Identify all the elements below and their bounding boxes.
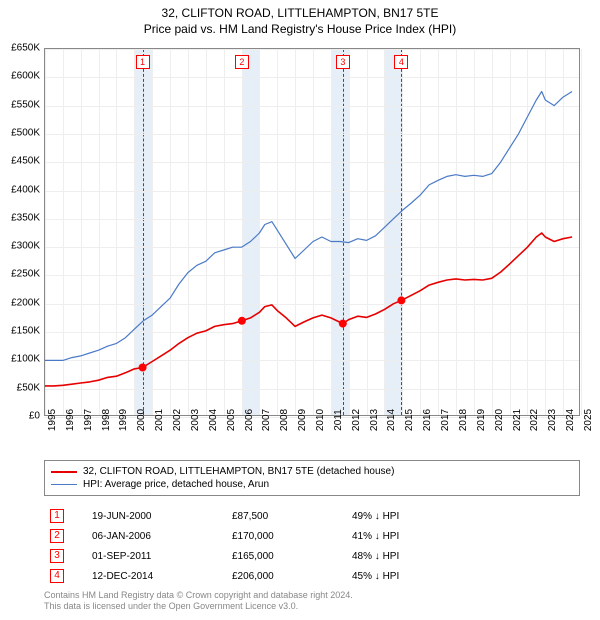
y-tick-label: £200K (11, 297, 40, 308)
title-address: 32, CLIFTON ROAD, LITTLEHAMPTON, BN17 5T… (0, 6, 600, 22)
x-tick-label: 1996 (65, 409, 76, 431)
x-tick-label: 2021 (512, 409, 523, 431)
x-tick-label: 2000 (136, 409, 147, 431)
sales-row-idx: 4 (50, 569, 64, 583)
y-tick-label: £600K (11, 71, 40, 82)
legend-label-property: 32, CLIFTON ROAD, LITTLEHAMPTON, BN17 5T… (83, 466, 394, 477)
sales-row-price: £165,000 (232, 551, 352, 562)
sales-row: 3 01-SEP-2011£165,00048% ↓ HPI (44, 546, 580, 566)
x-tick-label: 2014 (386, 409, 397, 431)
sales-row: 4 12-DEC-2014£206,00045% ↓ HPI (44, 566, 580, 586)
x-tick-label: 2013 (369, 409, 380, 431)
y-tick-label: £50K (17, 382, 40, 393)
y-tick-label: £400K (11, 184, 40, 195)
y-tick-label: £650K (11, 43, 40, 54)
y-tick-label: £250K (11, 269, 40, 280)
legend-item-property: 32, CLIFTON ROAD, LITTLEHAMPTON, BN17 5T… (51, 465, 573, 478)
sales-row-diff: 49% ↓ HPI (352, 511, 452, 522)
footer-line1: Contains HM Land Registry data © Crown c… (44, 590, 580, 601)
plot-area: 1 2 3 4 (44, 48, 580, 416)
x-tick-label: 2017 (440, 409, 451, 431)
x-tick-label: 2015 (404, 409, 415, 431)
sale-point-4 (397, 296, 405, 304)
x-tick-label: 1997 (83, 409, 94, 431)
sales-row-price: £170,000 (232, 531, 352, 542)
x-tick-label: 2010 (315, 409, 326, 431)
x-tick-label: 2020 (494, 409, 505, 431)
y-tick-label: £450K (11, 156, 40, 167)
x-tick-label: 2009 (297, 409, 308, 431)
x-tick-label: 1999 (118, 409, 129, 431)
x-tick-label: 2023 (547, 409, 558, 431)
sales-row: 2 06-JAN-2006£170,00041% ↓ HPI (44, 526, 580, 546)
sales-row-date: 01-SEP-2011 (92, 551, 232, 562)
sales-row-idx: 1 (50, 509, 64, 523)
sale-point-1 (139, 364, 147, 372)
y-tick-label: £500K (11, 127, 40, 138)
sales-row-date: 19-JUN-2000 (92, 511, 232, 522)
sales-row-diff: 41% ↓ HPI (352, 531, 452, 542)
sales-row-price: £87,500 (232, 511, 352, 522)
sales-row-price: £206,000 (232, 571, 352, 582)
y-tick-label: £550K (11, 99, 40, 110)
x-tick-label: 2007 (261, 409, 272, 431)
chart-title: 32, CLIFTON ROAD, LITTLEHAMPTON, BN17 5T… (0, 0, 600, 37)
sales-row-date: 06-JAN-2006 (92, 531, 232, 542)
x-tick-label: 2018 (458, 409, 469, 431)
sale-point-3 (339, 320, 347, 328)
y-tick-label: £100K (11, 354, 40, 365)
x-tick-label: 2003 (190, 409, 201, 431)
x-tick-label: 2016 (422, 409, 433, 431)
x-tick-label: 2002 (172, 409, 183, 431)
y-tick-label: £350K (11, 212, 40, 223)
sale-marker-3: 3 (336, 55, 350, 69)
x-tick-label: 2024 (565, 409, 576, 431)
sales-row-diff: 48% ↓ HPI (352, 551, 452, 562)
sales-row-diff: 45% ↓ HPI (352, 571, 452, 582)
sale-marker-4: 4 (394, 55, 408, 69)
y-tick-label: £150K (11, 326, 40, 337)
sales-row-date: 12-DEC-2014 (92, 571, 232, 582)
legend: 32, CLIFTON ROAD, LITTLEHAMPTON, BN17 5T… (44, 460, 580, 496)
title-subtitle: Price paid vs. HM Land Registry's House … (0, 22, 600, 38)
sales-row-idx: 3 (50, 549, 64, 563)
gridline-v (581, 49, 582, 415)
chart-container: 32, CLIFTON ROAD, LITTLEHAMPTON, BN17 5T… (0, 0, 600, 620)
series-property (45, 233, 572, 386)
y-tick-label: £0 (29, 411, 40, 422)
x-tick-label: 2006 (244, 409, 255, 431)
x-tick-label: 1998 (101, 409, 112, 431)
sale-marker-1: 1 (136, 55, 150, 69)
sale-marker-2: 2 (235, 55, 249, 69)
legend-label-hpi: HPI: Average price, detached house, Arun (83, 479, 269, 490)
footer-attribution: Contains HM Land Registry data © Crown c… (44, 590, 580, 612)
x-tick-label: 2012 (351, 409, 362, 431)
sales-row: 1 19-JUN-2000£87,50049% ↓ HPI (44, 506, 580, 526)
x-tick-label: 2004 (208, 409, 219, 431)
legend-item-hpi: HPI: Average price, detached house, Arun (51, 478, 573, 491)
x-tick-label: 2001 (154, 409, 165, 431)
x-tick-label: 2005 (226, 409, 237, 431)
x-tick-label: 2019 (476, 409, 487, 431)
sales-table: 1 19-JUN-2000£87,50049% ↓ HPI 2 06-JAN-2006… (44, 506, 580, 586)
x-tick-label: 1995 (47, 409, 58, 431)
sales-row-idx: 2 (50, 529, 64, 543)
x-tick-label: 2008 (279, 409, 290, 431)
chart-svg (45, 49, 581, 417)
x-tick-label: 2022 (529, 409, 540, 431)
x-tick-label: 2011 (333, 409, 344, 431)
sale-point-2 (238, 317, 246, 325)
legend-swatch-property (51, 471, 77, 473)
y-tick-label: £300K (11, 241, 40, 252)
legend-swatch-hpi (51, 484, 77, 485)
x-tick-label: 2025 (583, 409, 594, 431)
footer-line2: This data is licensed under the Open Gov… (44, 601, 580, 612)
